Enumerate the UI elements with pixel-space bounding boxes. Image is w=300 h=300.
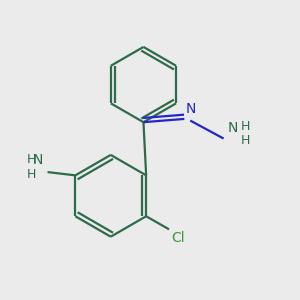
- Text: N: N: [227, 121, 238, 135]
- Text: H: H: [241, 134, 250, 147]
- Text: Cl: Cl: [172, 231, 185, 245]
- Text: H: H: [241, 120, 250, 133]
- Text: N: N: [32, 153, 43, 167]
- Text: N: N: [186, 102, 196, 116]
- Text: H: H: [26, 168, 36, 181]
- Text: H: H: [26, 153, 36, 166]
